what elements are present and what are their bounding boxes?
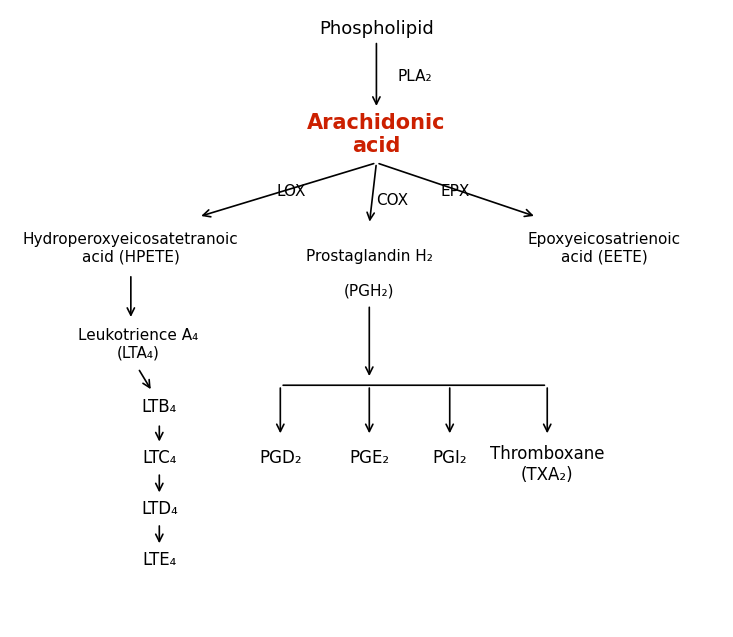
Text: Thromboxane
(TXA₂): Thromboxane (TXA₂) bbox=[490, 445, 605, 484]
Text: Hydroperoxyeicosatetranoic
acid (HPETE): Hydroperoxyeicosatetranoic acid (HPETE) bbox=[23, 233, 239, 265]
Text: LOX: LOX bbox=[276, 184, 306, 199]
Text: PGE₂: PGE₂ bbox=[349, 449, 389, 468]
Text: Phospholipid: Phospholipid bbox=[319, 20, 434, 38]
Text: LTD₄: LTD₄ bbox=[141, 500, 177, 518]
Text: PLA₂: PLA₂ bbox=[398, 69, 432, 85]
Text: LTC₄: LTC₄ bbox=[142, 449, 177, 468]
Text: LTB₄: LTB₄ bbox=[141, 399, 177, 417]
Text: Leukotrience A₄
(LTA₄): Leukotrience A₄ (LTA₄) bbox=[78, 327, 198, 360]
Text: PGD₂: PGD₂ bbox=[259, 449, 302, 468]
Text: Prostaglandin H₂

(PGH₂): Prostaglandin H₂ (PGH₂) bbox=[306, 249, 432, 299]
Text: LTE₄: LTE₄ bbox=[142, 551, 177, 569]
Text: PGI₂: PGI₂ bbox=[432, 449, 467, 468]
Text: Arachidonic
acid: Arachidonic acid bbox=[307, 113, 446, 156]
Text: COX: COX bbox=[377, 194, 408, 208]
Text: Epoxyeicosatrienoic
acid (EETE): Epoxyeicosatrienoic acid (EETE) bbox=[528, 233, 681, 265]
Text: EPX: EPX bbox=[440, 184, 469, 199]
